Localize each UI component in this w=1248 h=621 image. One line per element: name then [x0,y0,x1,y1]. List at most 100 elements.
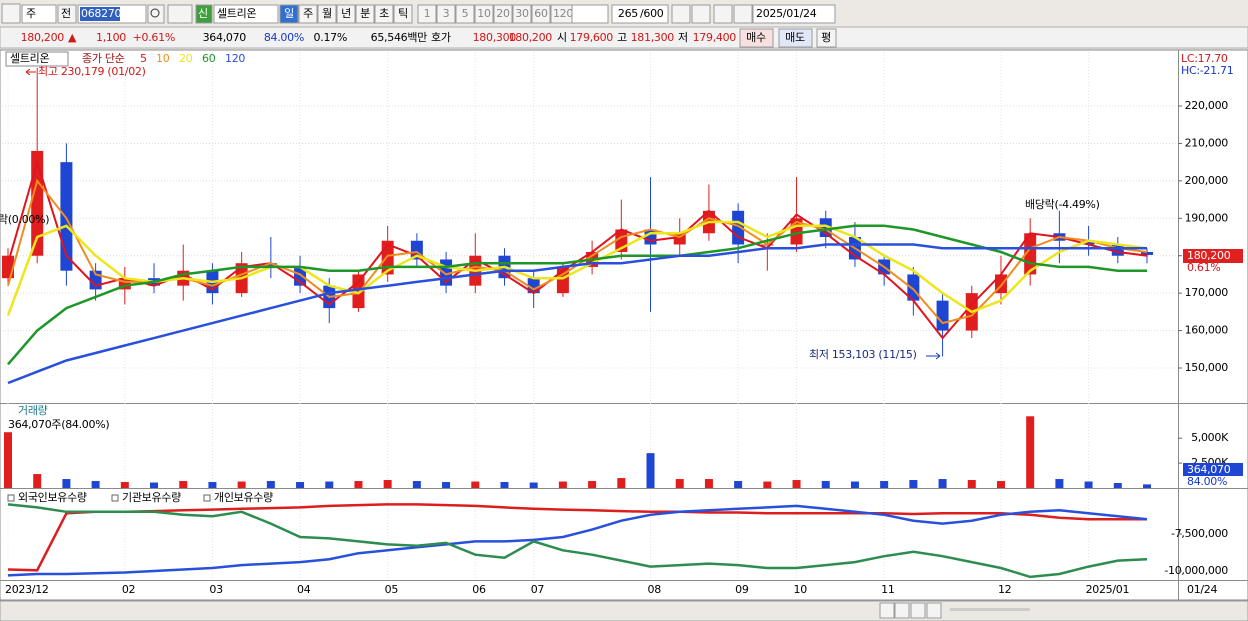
volume-bar [33,474,42,488]
interval-button[interactable] [374,4,394,24]
x-tick-label: 2025/01 [1086,583,1130,596]
tool-button[interactable] [691,4,711,24]
sell-button[interactable] [778,28,813,48]
count-button[interactable] [455,4,475,24]
volume-bar [1113,483,1122,488]
x-tick-label: 02 [122,583,135,596]
volume-bar [1026,416,1035,488]
annotation-high: 최고 230,179 (01/02) [38,65,146,78]
arrow [25,68,36,76]
badge-text: 신 [198,7,208,20]
candle-body [936,300,949,331]
panel-title: 거래량 [18,404,48,417]
quote-open-label: 시 [557,31,567,44]
count-label: 20 [496,7,510,20]
x-tick-label: 12 [998,583,1011,596]
scroll-button[interactable] [926,602,942,619]
moving-average [6,220,1148,317]
quote-change: 1,100 [96,31,126,44]
count-label: 120 [553,7,573,20]
quote-arrow: ▲ [68,31,77,44]
x-tick-label: 2023/12 [5,583,49,596]
buy-label: 매수 [746,31,766,44]
count-button[interactable] [436,4,456,24]
interval-button[interactable] [298,4,318,24]
volume-bar [354,481,363,488]
count-button[interactable] [493,4,513,24]
interval-button[interactable] [279,4,299,24]
quote-bid: 180,200 [509,31,553,44]
volume-bar [412,481,421,488]
search-button[interactable] [147,4,165,24]
volume-bar [296,482,305,488]
date-field[interactable] [752,4,836,24]
volume-bar [996,481,1005,488]
count-button[interactable] [512,4,532,24]
title-box [5,51,69,67]
count-button[interactable] [474,4,494,24]
y-tick-label: 160,000 [1185,324,1229,337]
quote-volume-pct: 84.00% [264,31,304,44]
volume-bar [763,481,772,488]
lc-label: LC:17.70 [1181,52,1228,65]
legend-swatch [111,494,119,502]
interval-label: 틱 [398,7,408,20]
scroll-button[interactable] [879,602,895,619]
y-tick-label: 5,000K [1191,431,1229,444]
sound-button[interactable] [167,4,193,24]
scroll-track [950,608,1030,611]
candle-body [1141,251,1153,255]
x-tick-label: 10 [794,583,808,596]
volume-bar [880,481,889,488]
moving-average [7,243,1147,385]
count-label: 30 [515,7,529,20]
scroll-button[interactable] [894,602,910,619]
candle-body [264,263,277,267]
scroll-button[interactable] [910,602,926,619]
avg-button[interactable] [816,28,837,48]
annotation-left: 락(0.00%) [0,213,49,226]
legend-entry: 외국인보유수량 [18,491,87,504]
y-tick-label: 150,000 [1185,361,1229,374]
count-input[interactable] [571,4,609,24]
interval-button[interactable] [317,4,337,24]
legend-swatch [203,494,211,502]
tool-button[interactable] [713,4,733,24]
mode-button[interactable] [57,4,77,24]
volume-bar [675,479,684,488]
total-count: /600 [640,7,664,20]
search-icon [150,8,160,18]
period-select[interactable] [21,4,57,24]
volume-bar [558,481,567,488]
volume-bar [500,482,509,488]
candle-body [644,229,657,245]
quote-volume: 364,070 [203,31,247,44]
range-field [611,4,669,24]
badge [195,4,213,24]
menu-button[interactable] [1,3,21,24]
tool-button[interactable] [671,4,691,24]
tool-button[interactable] [733,4,753,24]
y-tick-label: -10,000,000 [1164,564,1228,577]
count-button[interactable] [531,4,551,24]
interval-button[interactable] [336,4,356,24]
interval-button[interactable] [355,4,375,24]
count-label: 10 [477,7,491,20]
buy-button[interactable] [739,28,774,48]
count-label: 5 [462,7,469,20]
interval-button[interactable] [393,4,413,24]
price-box [1183,249,1243,263]
volume-bar [150,482,159,488]
scroll-bar [0,600,1248,621]
volume-bar [529,482,538,488]
interval-label: 년 [341,7,351,20]
x-tick-label: 09 [735,583,749,596]
label: 주 [26,7,36,20]
count-button[interactable] [417,4,437,24]
legend-entry: 5 [140,52,147,65]
arrow [926,352,941,360]
volume-bar [646,453,655,488]
x-tick-label: 07 [531,583,545,596]
label: 전 [61,7,71,20]
quote-open: 179,600 [570,31,614,44]
